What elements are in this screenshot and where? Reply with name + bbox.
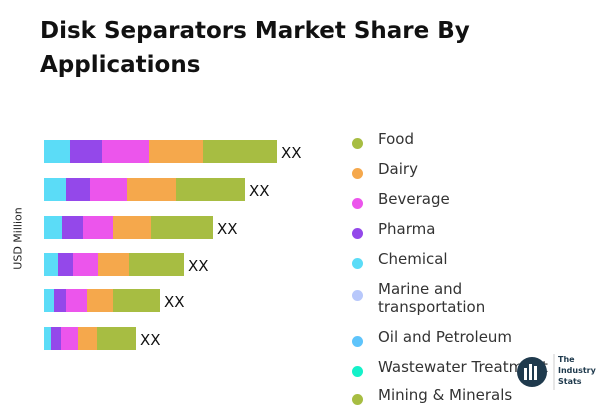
bar-segment-dairy xyxy=(149,140,203,163)
legend-dot-icon xyxy=(352,290,363,301)
logo: The Industry Stats xyxy=(514,352,600,392)
bar-segment-food xyxy=(176,178,245,201)
svg-text:Industry: Industry xyxy=(558,366,597,375)
legend-label: Mining & Minerals xyxy=(378,386,513,404)
data-label: XX xyxy=(249,182,270,200)
bar-segment-food xyxy=(129,253,184,276)
bar-segment-chemical xyxy=(44,327,51,350)
legend-dot-icon xyxy=(352,366,363,377)
data-label: XX xyxy=(281,144,302,162)
legend-label: Dairy xyxy=(378,160,418,178)
bar-segment-chemical xyxy=(44,216,62,239)
bar-segment-beverage xyxy=(73,253,98,276)
bar-segment-chemical xyxy=(44,289,54,312)
bar-segment-food xyxy=(113,289,160,312)
legend-label: Marine and transportation xyxy=(378,280,486,316)
legend-label: Pharma xyxy=(378,220,436,238)
bar-segment-dairy xyxy=(113,216,151,239)
bar-segment-beverage xyxy=(61,327,78,350)
data-label: XX xyxy=(217,220,238,238)
legend-dot-icon xyxy=(352,336,363,347)
legend-label: Food xyxy=(378,130,414,148)
bar-segment-pharma xyxy=(62,216,83,239)
bar-segment-chemical xyxy=(44,253,58,276)
bar-segment-dairy xyxy=(127,178,176,201)
bar-segment-chemical xyxy=(44,178,66,201)
data-label: XX xyxy=(164,293,185,311)
bar-segment-dairy xyxy=(87,289,113,312)
bar-segment-pharma xyxy=(54,289,66,312)
bar-segment-beverage xyxy=(90,178,127,201)
svg-text:The: The xyxy=(558,355,575,364)
legend-label: Oil and Petroleum xyxy=(378,328,513,346)
bar-segment-beverage xyxy=(83,216,113,239)
legend-label: Wastewater Treatment xyxy=(378,358,548,376)
legend-dot-icon xyxy=(352,168,363,179)
legend-dot-icon xyxy=(352,258,363,269)
legend-label: Chemical xyxy=(378,250,448,268)
data-label: XX xyxy=(140,331,161,349)
bar-segment-pharma xyxy=(58,253,73,276)
bar-segment-food xyxy=(203,140,277,163)
bar-segment-chemical xyxy=(44,140,70,163)
legend-dot-icon xyxy=(352,138,363,149)
legend-label: Beverage xyxy=(378,190,450,208)
bar-segment-dairy xyxy=(98,253,129,276)
chart-title: Disk Separators Market Share By Applicat… xyxy=(40,18,470,78)
bar-segment-beverage xyxy=(66,289,87,312)
svg-text:Stats: Stats xyxy=(558,377,582,386)
bar-segment-dairy xyxy=(78,327,97,350)
bar-segment-pharma xyxy=(66,178,90,201)
bar-segment-pharma xyxy=(70,140,102,163)
bar-segment-beverage xyxy=(102,140,149,163)
bar-segment-food xyxy=(97,327,136,350)
legend-dot-icon xyxy=(352,228,363,239)
bar-segment-pharma xyxy=(51,327,61,350)
data-label: XX xyxy=(188,257,209,275)
legend-dot-icon xyxy=(352,198,363,209)
bar-segment-food xyxy=(151,216,213,239)
